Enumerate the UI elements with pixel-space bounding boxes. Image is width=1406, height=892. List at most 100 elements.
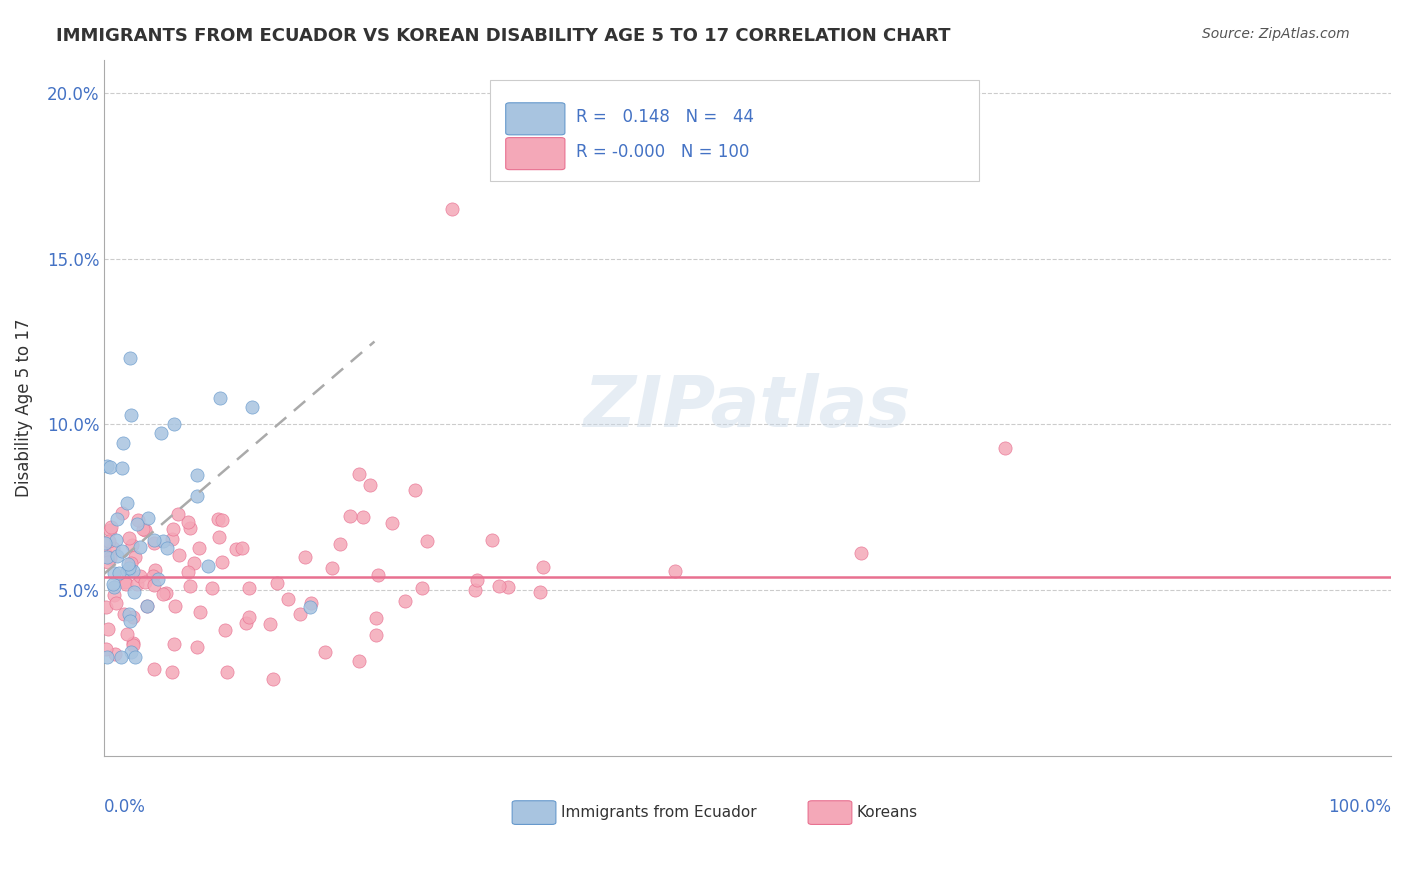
Point bbox=[529, 585, 551, 599]
Point bbox=[121, 564, 143, 578]
Point bbox=[120, 644, 142, 658]
Point bbox=[329, 537, 352, 551]
Point bbox=[152, 533, 174, 548]
Point bbox=[120, 409, 142, 423]
Point bbox=[238, 610, 260, 624]
Point bbox=[121, 610, 143, 624]
Point bbox=[120, 614, 142, 628]
Point bbox=[100, 519, 122, 533]
Point bbox=[411, 582, 433, 596]
Point bbox=[211, 555, 233, 569]
Point bbox=[186, 640, 208, 654]
Point bbox=[136, 599, 159, 613]
Point bbox=[98, 460, 121, 475]
Point bbox=[142, 569, 165, 583]
Point bbox=[217, 665, 239, 679]
Point bbox=[531, 560, 554, 574]
Point bbox=[114, 574, 136, 589]
Point bbox=[440, 202, 463, 216]
Point bbox=[207, 512, 229, 526]
Point bbox=[101, 576, 124, 591]
Point bbox=[104, 648, 127, 662]
Point bbox=[488, 579, 510, 593]
Point bbox=[111, 544, 134, 558]
Point bbox=[143, 578, 166, 592]
Point bbox=[201, 582, 224, 596]
Point bbox=[94, 546, 117, 560]
Point bbox=[235, 616, 257, 631]
FancyBboxPatch shape bbox=[491, 80, 979, 181]
Point bbox=[125, 517, 148, 532]
Point bbox=[96, 550, 118, 565]
Point bbox=[299, 599, 322, 614]
Point bbox=[347, 654, 370, 668]
Point bbox=[188, 605, 211, 619]
Point bbox=[101, 541, 124, 555]
Point bbox=[177, 515, 200, 529]
Point bbox=[124, 550, 146, 565]
Point bbox=[118, 531, 141, 545]
Point bbox=[225, 542, 247, 557]
Point bbox=[105, 533, 128, 547]
Point bbox=[994, 441, 1017, 455]
Point bbox=[481, 533, 503, 548]
Point bbox=[136, 511, 159, 525]
Point bbox=[115, 576, 138, 591]
Point bbox=[167, 548, 190, 562]
Point bbox=[162, 637, 184, 651]
Point bbox=[105, 511, 128, 525]
Point bbox=[143, 563, 166, 577]
Point bbox=[94, 536, 117, 550]
Point bbox=[208, 530, 231, 544]
Point bbox=[160, 665, 183, 679]
Point bbox=[117, 607, 139, 622]
Point bbox=[134, 575, 156, 590]
Text: Immigrants from Ecuador: Immigrants from Ecuador bbox=[561, 805, 756, 820]
Point bbox=[266, 576, 288, 591]
Text: Source: ZipAtlas.com: Source: ZipAtlas.com bbox=[1202, 27, 1350, 41]
Point bbox=[404, 483, 426, 498]
Point bbox=[103, 580, 125, 594]
Point bbox=[152, 587, 174, 601]
Point bbox=[149, 425, 172, 440]
Point bbox=[259, 616, 281, 631]
Point bbox=[262, 672, 284, 686]
Point bbox=[97, 622, 120, 636]
Y-axis label: Disability Age 5 to 17: Disability Age 5 to 17 bbox=[15, 318, 32, 497]
Point bbox=[366, 628, 388, 642]
Point bbox=[115, 496, 138, 510]
Point bbox=[179, 579, 201, 593]
Point bbox=[211, 513, 233, 527]
Point bbox=[214, 624, 236, 638]
Point bbox=[127, 513, 149, 527]
Point bbox=[103, 566, 125, 581]
Point bbox=[339, 509, 361, 524]
Point bbox=[115, 626, 138, 640]
Point bbox=[321, 561, 343, 575]
Text: 100.0%: 100.0% bbox=[1329, 798, 1391, 816]
Point bbox=[177, 566, 200, 580]
Point bbox=[96, 458, 118, 473]
Point bbox=[290, 607, 312, 622]
Point bbox=[166, 507, 188, 521]
Point bbox=[129, 569, 152, 583]
Point bbox=[186, 467, 208, 482]
Point bbox=[111, 435, 134, 450]
Text: 0.0%: 0.0% bbox=[104, 798, 146, 816]
Point bbox=[299, 596, 322, 610]
Point bbox=[143, 536, 166, 550]
Point bbox=[394, 594, 416, 608]
Point bbox=[104, 596, 127, 610]
Text: ZIPatlas: ZIPatlas bbox=[583, 374, 911, 442]
Point bbox=[117, 564, 139, 578]
Point bbox=[122, 584, 145, 599]
Point bbox=[186, 489, 208, 503]
Text: R = -0.000   N = 100: R = -0.000 N = 100 bbox=[576, 143, 749, 161]
Point bbox=[496, 580, 519, 594]
FancyBboxPatch shape bbox=[808, 801, 852, 824]
Point bbox=[366, 610, 388, 624]
Point bbox=[121, 538, 143, 552]
Point bbox=[98, 534, 121, 549]
Point bbox=[240, 400, 263, 414]
Point bbox=[142, 533, 165, 547]
